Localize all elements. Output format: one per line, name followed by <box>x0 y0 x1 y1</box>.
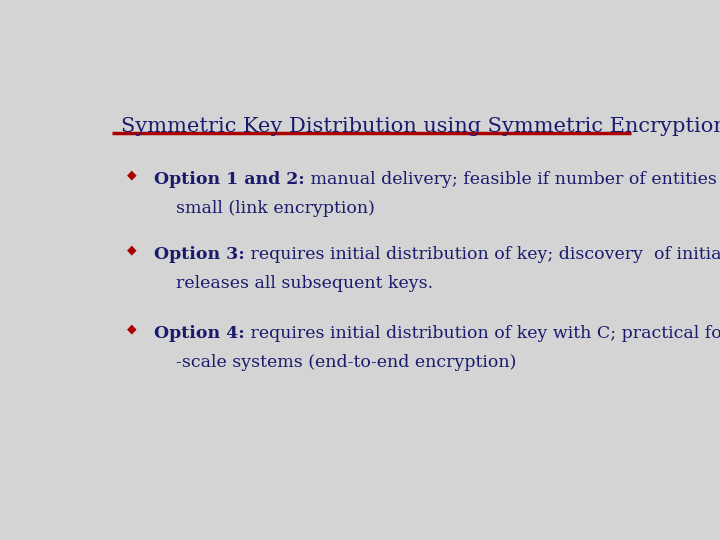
Text: Option 4:: Option 4: <box>154 325 245 342</box>
Text: Option 1 and 2:: Option 1 and 2: <box>154 171 305 188</box>
Text: -scale systems (end-to-end encryption): -scale systems (end-to-end encryption) <box>176 354 517 371</box>
Text: requires initial distribution of key; discovery  of initial key: requires initial distribution of key; di… <box>245 246 720 262</box>
Text: manual delivery; feasible if number of entities is: manual delivery; feasible if number of e… <box>305 171 720 188</box>
Text: releases all subsequent keys.: releases all subsequent keys. <box>176 275 433 292</box>
Text: ◆: ◆ <box>127 322 137 335</box>
Text: ◆: ◆ <box>127 244 137 256</box>
Text: requires initial distribution of key with C; practical for large: requires initial distribution of key wit… <box>245 325 720 342</box>
Text: small (link encryption): small (link encryption) <box>176 200 375 217</box>
Text: ◆: ◆ <box>127 168 137 182</box>
Text: Option 3:: Option 3: <box>154 246 245 262</box>
Text: Symmetric Key Distribution using Symmetric Encryption: Symmetric Key Distribution using Symmetr… <box>121 117 720 136</box>
